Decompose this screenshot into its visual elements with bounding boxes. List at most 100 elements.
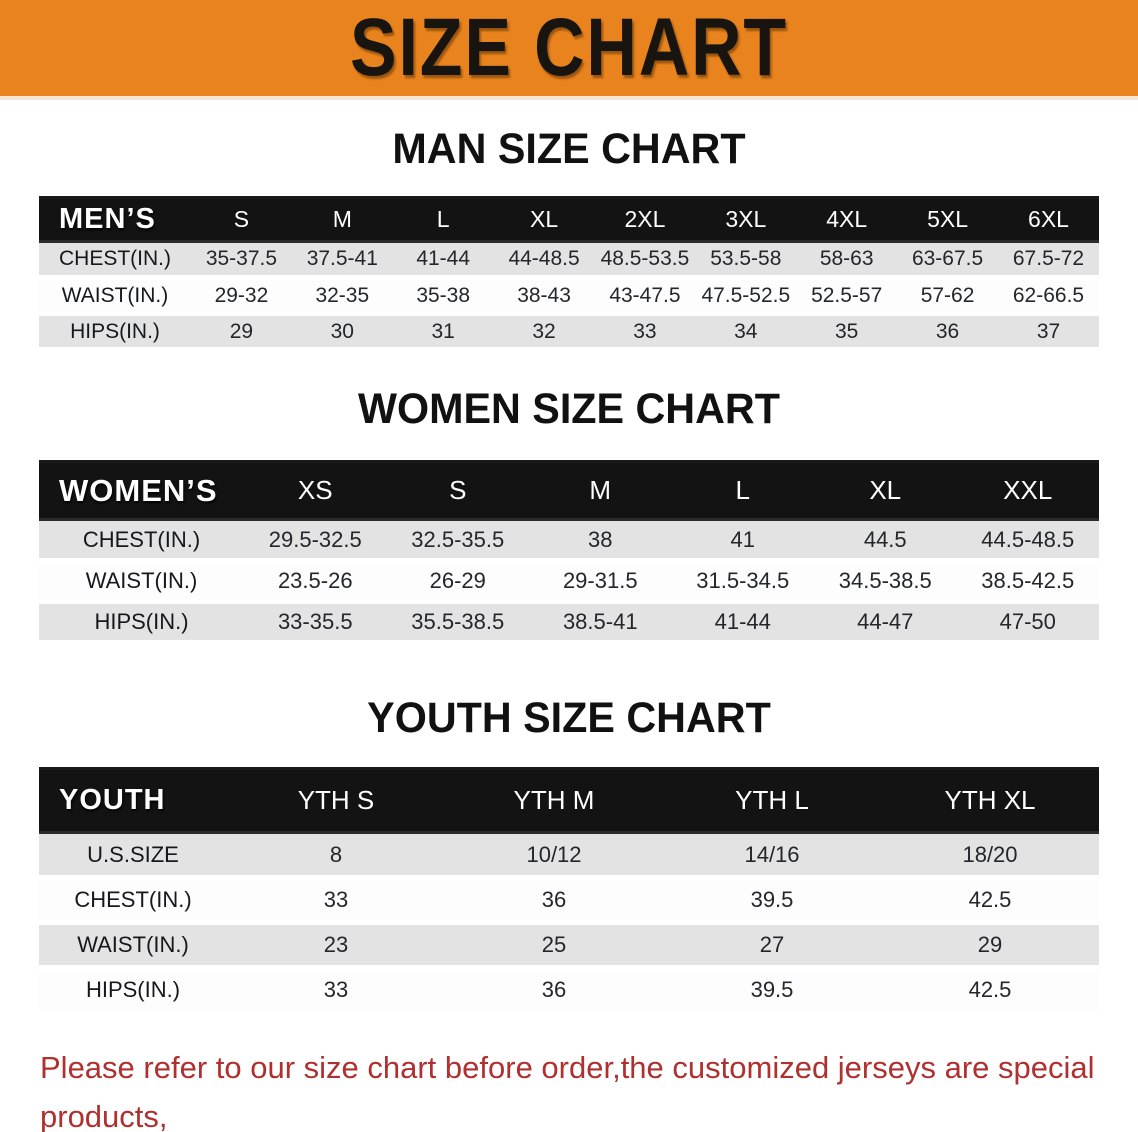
- size-value-cell: 34.5-38.5: [814, 560, 957, 604]
- size-value-cell: 58-63: [796, 241, 898, 280]
- measurement-row-label: WAIST(IN.): [39, 277, 191, 316]
- table-header-row: YOUTH YTH S YTH M YTH L YTH XL: [39, 767, 1099, 834]
- size-value-cell: 37: [998, 313, 1099, 352]
- size-value-cell: 29: [881, 922, 1099, 970]
- size-value-cell: 34: [695, 313, 797, 352]
- size-value-cell: 44-47: [814, 601, 957, 645]
- size-value-cell: 35: [796, 313, 898, 352]
- size-value-cell: 29-31.5: [529, 560, 672, 604]
- size-value-cell: 44-48.5: [493, 241, 595, 280]
- size-column-header: XXL: [956, 460, 1099, 521]
- table-header-row: WOMEN’S XS S M L XL XXL: [39, 460, 1099, 521]
- size-value-cell: 18/20: [881, 832, 1099, 880]
- size-column-header: S: [191, 196, 292, 243]
- size-column-header: 3XL: [695, 196, 797, 243]
- size-column-header: S: [386, 460, 529, 521]
- youth-section-heading: YOUTH SIZE CHART: [367, 694, 771, 742]
- table-row: CHEST(IN.) 33 36 39.5 42.5: [39, 877, 1099, 925]
- size-value-cell: 35-38: [392, 277, 494, 316]
- women-size-table: WOMEN’S XS S M L XL XXL CHEST(IN.) 29.5-32.5 32.5…: [39, 460, 1099, 645]
- size-value-cell: 23.5-26: [244, 560, 387, 604]
- size-value-cell: 30: [291, 313, 393, 352]
- table-row: WAIST(IN.) 23 25 27 29: [39, 922, 1099, 970]
- size-value-cell: 27: [663, 922, 881, 970]
- size-value-cell: 47-50: [956, 601, 1099, 645]
- size-value-cell: 42.5: [881, 877, 1099, 925]
- size-column-header: 5XL: [897, 196, 998, 243]
- size-value-cell: 33: [227, 877, 445, 925]
- size-column-header: 6XL: [998, 196, 1099, 243]
- size-value-cell: 39.5: [663, 877, 881, 925]
- size-value-cell: 32.5-35.5: [386, 519, 529, 563]
- size-value-cell: 63-67.5: [897, 241, 998, 280]
- size-value-cell: 41: [671, 519, 814, 563]
- title-banner: SIZE CHART: [0, 0, 1138, 100]
- size-value-cell: 37.5-41: [291, 241, 393, 280]
- size-value-cell: 43-47.5: [594, 277, 696, 316]
- table-row: HIPS(IN.) 33 36 39.5 42.5: [39, 967, 1099, 1015]
- size-value-cell: 31.5-34.5: [671, 560, 814, 604]
- size-value-cell: 41-44: [671, 601, 814, 645]
- size-value-cell: 52.5-57: [796, 277, 898, 316]
- women-section-heading: WOMEN SIZE CHART: [358, 385, 780, 433]
- size-value-cell: 38: [529, 519, 672, 563]
- disclaimer-note: Please refer to our size chart before or…: [40, 1043, 1138, 1132]
- size-value-cell: 32-35: [291, 277, 393, 316]
- size-value-cell: 47.5-52.5: [695, 277, 797, 316]
- size-value-cell: 33: [227, 967, 445, 1015]
- measurement-row-label: U.S.SIZE: [39, 832, 227, 880]
- size-value-cell: 32: [493, 313, 595, 352]
- table-corner-label: WOMEN’S: [39, 460, 244, 521]
- measurement-row-label: CHEST(IN.): [39, 241, 191, 280]
- size-value-cell: 57-62: [897, 277, 998, 316]
- size-value-cell: 33: [594, 313, 696, 352]
- banner-title: SIZE CHART: [350, 1, 788, 94]
- size-column-header: M: [291, 196, 393, 243]
- table-row: WAIST(IN.) 29-32 32-35 35-38 38-43 43-47.5 47.…: [39, 277, 1099, 316]
- size-value-cell: 29: [191, 313, 292, 352]
- measurement-row-label: WAIST(IN.): [39, 560, 244, 604]
- measurement-row-label: HIPS(IN.): [39, 313, 191, 352]
- size-column-header: YTH L: [663, 767, 881, 834]
- men-size-table: MEN’S S M L XL 2XL 3XL 4XL 5XL 6XL CHEST(IN.) 35-37…: [39, 196, 1099, 352]
- size-column-header: L: [671, 460, 814, 521]
- size-value-cell: 53.5-58: [695, 241, 797, 280]
- size-value-cell: 10/12: [445, 832, 663, 880]
- table-row: CHEST(IN.) 35-37.5 37.5-41 41-44 44-48.5 48.5…: [39, 241, 1099, 280]
- size-value-cell: 39.5: [663, 967, 881, 1015]
- size-column-header: YTH XL: [881, 767, 1099, 834]
- size-value-cell: 36: [445, 967, 663, 1015]
- size-column-header: XL: [814, 460, 957, 521]
- table-row: HIPS(IN.) 33-35.5 35.5-38.5 38.5-41 41-44 44-…: [39, 601, 1099, 645]
- size-value-cell: 44.5-48.5: [956, 519, 1099, 563]
- disclaimer-line-1: Please refer to our size chart before or…: [40, 1050, 1095, 1132]
- size-value-cell: 29-32: [191, 277, 292, 316]
- size-value-cell: 8: [227, 832, 445, 880]
- size-value-cell: 41-44: [392, 241, 494, 280]
- size-value-cell: 25: [445, 922, 663, 970]
- size-column-header: M: [529, 460, 672, 521]
- size-value-cell: 29.5-32.5: [244, 519, 387, 563]
- measurement-row-label: HIPS(IN.): [39, 967, 227, 1015]
- size-value-cell: 31: [392, 313, 494, 352]
- size-column-header: YTH S: [227, 767, 445, 834]
- size-value-cell: 14/16: [663, 832, 881, 880]
- size-column-header: YTH M: [445, 767, 663, 834]
- size-value-cell: 67.5-72: [998, 241, 1099, 280]
- size-value-cell: 36: [445, 877, 663, 925]
- size-column-header: 2XL: [594, 196, 696, 243]
- measurement-row-label: CHEST(IN.): [39, 519, 244, 563]
- size-value-cell: 36: [897, 313, 998, 352]
- size-value-cell: 35-37.5: [191, 241, 292, 280]
- youth-size-table: YOUTH YTH S YTH M YTH L YTH XL U.S.SIZE 8 10/12…: [39, 767, 1099, 1015]
- measurement-row-label: WAIST(IN.): [39, 922, 227, 970]
- table-corner-label: YOUTH: [39, 767, 227, 834]
- table-header-row: MEN’S S M L XL 2XL 3XL 4XL 5XL 6XL: [39, 196, 1099, 243]
- size-value-cell: 62-66.5: [998, 277, 1099, 316]
- table-row: WAIST(IN.) 23.5-26 26-29 29-31.5 31.5-34.5 34…: [39, 560, 1099, 604]
- table-row: U.S.SIZE 8 10/12 14/16 18/20: [39, 832, 1099, 880]
- measurement-row-label: HIPS(IN.): [39, 601, 244, 645]
- table-corner-label: MEN’S: [39, 196, 191, 243]
- size-value-cell: 38.5-42.5: [956, 560, 1099, 604]
